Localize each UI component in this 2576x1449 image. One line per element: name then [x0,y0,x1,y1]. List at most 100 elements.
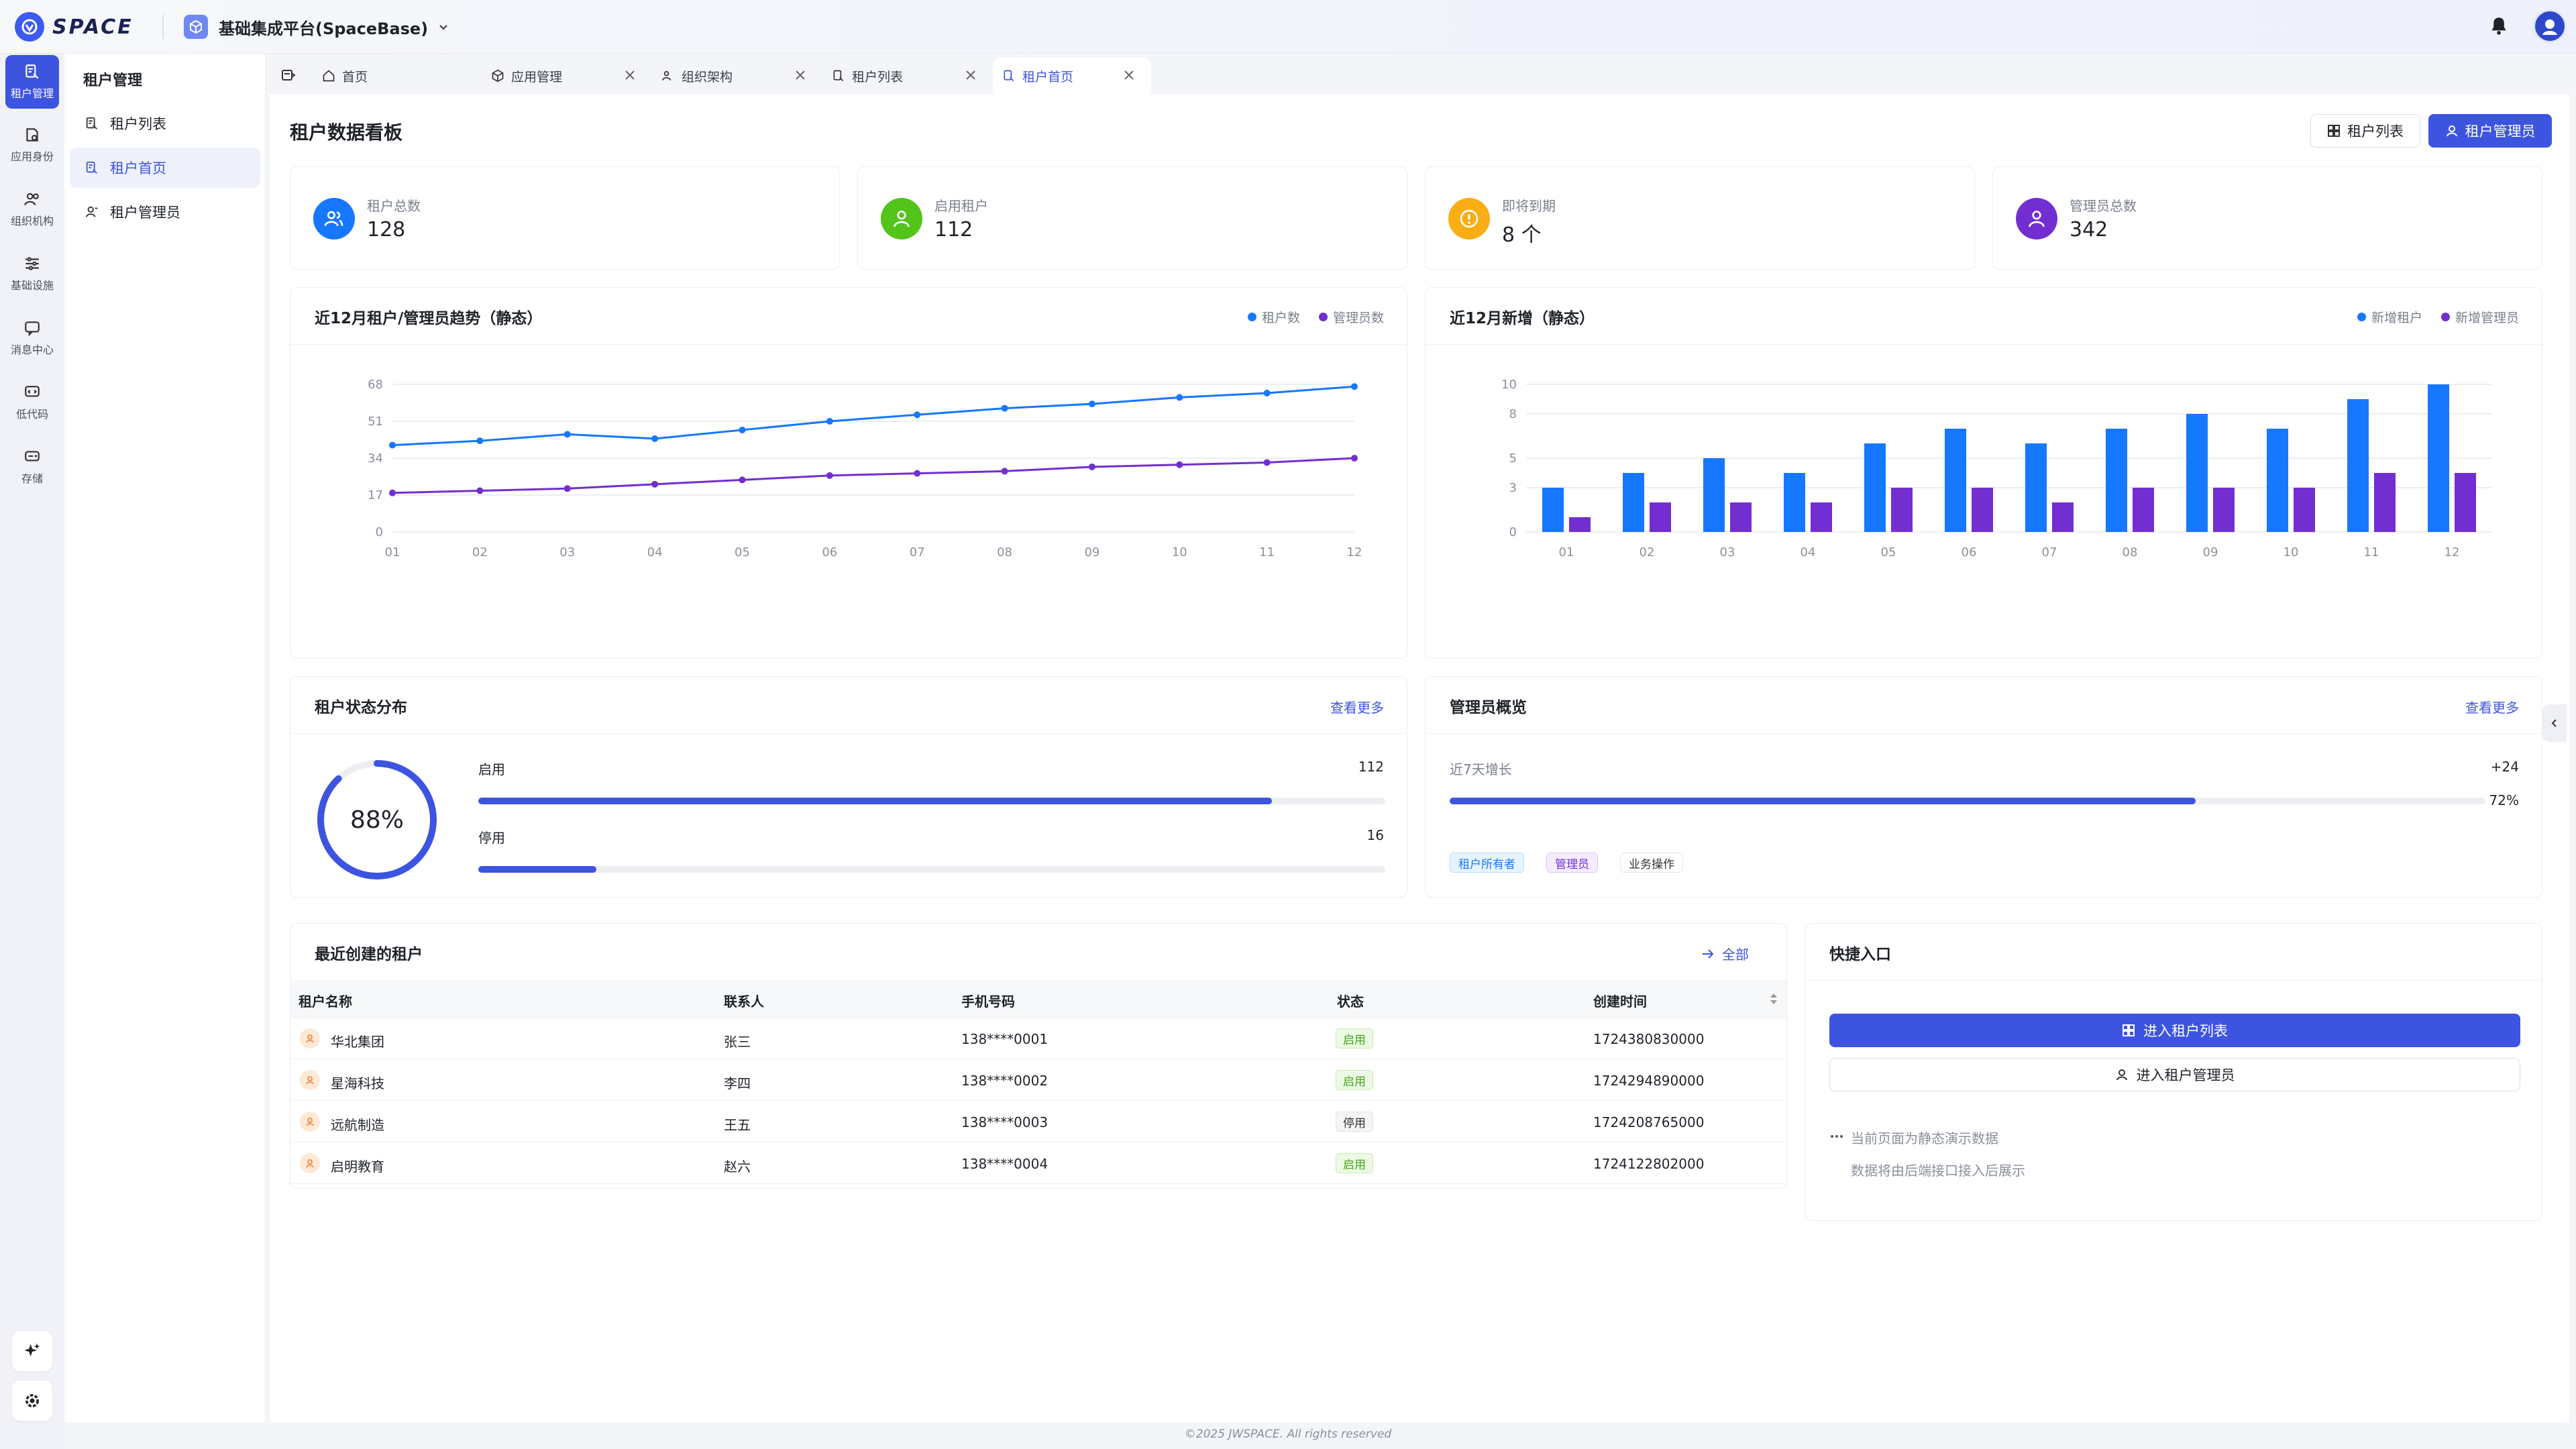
bar [1730,502,1752,532]
data-point [476,437,484,445]
sidebar-item-tenant-admin[interactable]: 租户管理员 [70,192,260,232]
tab-org-structure[interactable]: 组织架构 [652,58,822,94]
recent-tenants-card: 最近创建的租户 全部 租户名称 联系人 手机号码 状态 创建时间 华北集团 张三 1… [290,923,1787,1189]
x-tick-label: 05 [735,545,750,559]
rail-item-org[interactable]: 组织机构 [5,182,59,236]
close-icon[interactable] [965,69,977,81]
sidebar-item-tenant-list[interactable]: 租户列表 [70,103,260,144]
card-title: 租户状态分布 [315,699,407,716]
y-tick-label: 34 [368,451,383,466]
enter-tenant-admin-button[interactable]: 进入租户管理员 [1829,1058,2520,1091]
status-badge: 启用 [1336,1070,1373,1090]
logo-text: SPACE [52,15,133,39]
cell-phone: 138****0001 [961,1031,1049,1047]
static-note: 当前页面为静态演示数据 [1851,1130,1998,1146]
enter-tenant-list-button[interactable]: 进入租户列表 [1829,1014,2520,1047]
rail-label: 组织机构 [10,215,54,227]
status-badge: 停用 [1336,1112,1373,1132]
status-label: 停用 [478,830,505,846]
x-tick-label: 02 [1640,545,1655,559]
platform-cube-icon [184,15,208,39]
tab-home[interactable]: 首页 [313,58,482,94]
x-tick-label: 06 [822,545,837,559]
static-note: 数据将由后端接口接入后展示 [1851,1163,2025,1179]
view-more-link[interactable]: 查看更多 [2465,700,2519,716]
tenant-icon [86,161,97,174]
stat-label: 管理员总数 [2070,198,2137,214]
tenant-admin-button[interactable]: 租户管理员 [2428,114,2552,148]
settings-button[interactable] [12,1381,52,1421]
column-header: 创建时间 [1593,994,1647,1010]
storage-icon [25,451,40,462]
chart-legend: 租户数 管理员数 [1229,308,1384,326]
rail-item-storage[interactable]: 存储 [5,440,59,494]
rail-item-lowcode[interactable]: 低代码 [5,376,59,429]
table-row[interactable]: 星海科技 李四 138****0002 启用 1724294890000 [290,1059,1786,1101]
org-icon [24,193,39,206]
tenant-avatar-icon [300,1028,320,1049]
sidebar-item-tenant-home[interactable]: 租户首页 [70,148,260,188]
tab-label: 租户列表 [852,69,904,85]
data-point [1176,394,1183,401]
collapse-panel-button[interactable] [2542,704,2567,742]
rail-label: 低代码 [15,408,48,421]
close-icon[interactable] [624,69,636,81]
view-more-link[interactable]: 查看更多 [1330,700,1384,716]
x-tick-label: 04 [647,545,663,559]
table-row[interactable]: 华北集团 张三 138****0001 启用 1724380830000 [290,1018,1786,1059]
x-tick-label: 01 [1559,545,1574,559]
view-all-link[interactable]: 全部 [1701,944,1749,963]
rail-item-infra[interactable]: 基础设施 [5,247,59,301]
sort-icon[interactable] [1769,991,1778,1006]
card-title: 管理员概览 [1450,699,1527,716]
data-point [1001,468,1008,475]
close-icon[interactable] [794,69,806,81]
logo[interactable]: SPACE [15,12,133,42]
cell-contact: 赵六 [724,1159,751,1175]
tab-menu-icon[interactable] [280,67,297,83]
tab-tenant-list[interactable]: 租户列表 [822,58,993,94]
progress-track [1450,798,2485,804]
growth-label: 近7天增长 [1450,761,1512,777]
table-header: 租户名称 联系人 手机号码 状态 创建时间 [290,980,1786,1018]
cell-tenant-name[interactable]: 华北集团 [331,1034,384,1050]
y-tick-label: 0 [376,525,383,539]
column-header: 租户名称 [299,994,352,1010]
close-icon[interactable] [1123,69,1135,81]
bar [2186,414,2208,532]
user-avatar[interactable] [2533,9,2567,43]
tab-app-management[interactable]: 应用管理 [482,58,652,94]
rail-label: 应用身份 [10,150,54,163]
divider [1426,733,2542,734]
rail-item-message[interactable]: 消息中心 [5,311,59,365]
ellipsis-icon [1831,1135,1843,1138]
cell-tenant-name[interactable]: 星海科技 [331,1075,384,1091]
ai-sparkle-button[interactable] [12,1331,52,1371]
card-title: 最近创建的租户 [315,946,423,963]
legend-label: 新增租户 [2371,311,2422,325]
trend-chart-card: 近12月租户/管理员趋势（静态） 租户数 管理员数 0 17 34 51 68 01 02 0… [290,287,1407,659]
tenant-list-button[interactable]: 租户列表 [2310,114,2420,148]
cube-icon [492,69,504,83]
platform-switcher[interactable]: 基础集成平台(SpaceBase) [184,15,448,39]
rail-label: 存储 [21,472,43,485]
rail-item-tenant[interactable]: 租户管理 [5,55,59,109]
role-tag-admin: 管理员 [1546,853,1598,873]
cell-tenant-name[interactable]: 远航制造 [331,1117,384,1133]
warning-icon [1448,198,1490,239]
data-point [1263,459,1271,466]
divider [1426,344,2542,345]
x-tick-label: 11 [1259,545,1275,559]
table-row[interactable]: 启明教育 赵六 138****0004 启用 1724122802000 [290,1142,1786,1184]
table-row[interactable]: 远航制造 王五 138****0003 停用 1724208765000 [290,1101,1786,1142]
stat-card-expiring: 即将到期 8 个 [1425,166,1975,270]
rail-item-app-identity[interactable]: 应用身份 [5,118,59,172]
tab-label: 组织架构 [682,69,733,85]
notification-bell-icon[interactable] [2487,15,2510,38]
sidebar-item-label: 租户列表 [110,116,166,132]
org-icon [661,70,672,80]
cell-tenant-name[interactable]: 启明教育 [331,1159,384,1175]
x-tick-label: 08 [2123,545,2138,559]
tab-tenant-home[interactable]: 租户首页 [993,58,1151,94]
cell-created-time: 1724380830000 [1593,1031,1705,1047]
